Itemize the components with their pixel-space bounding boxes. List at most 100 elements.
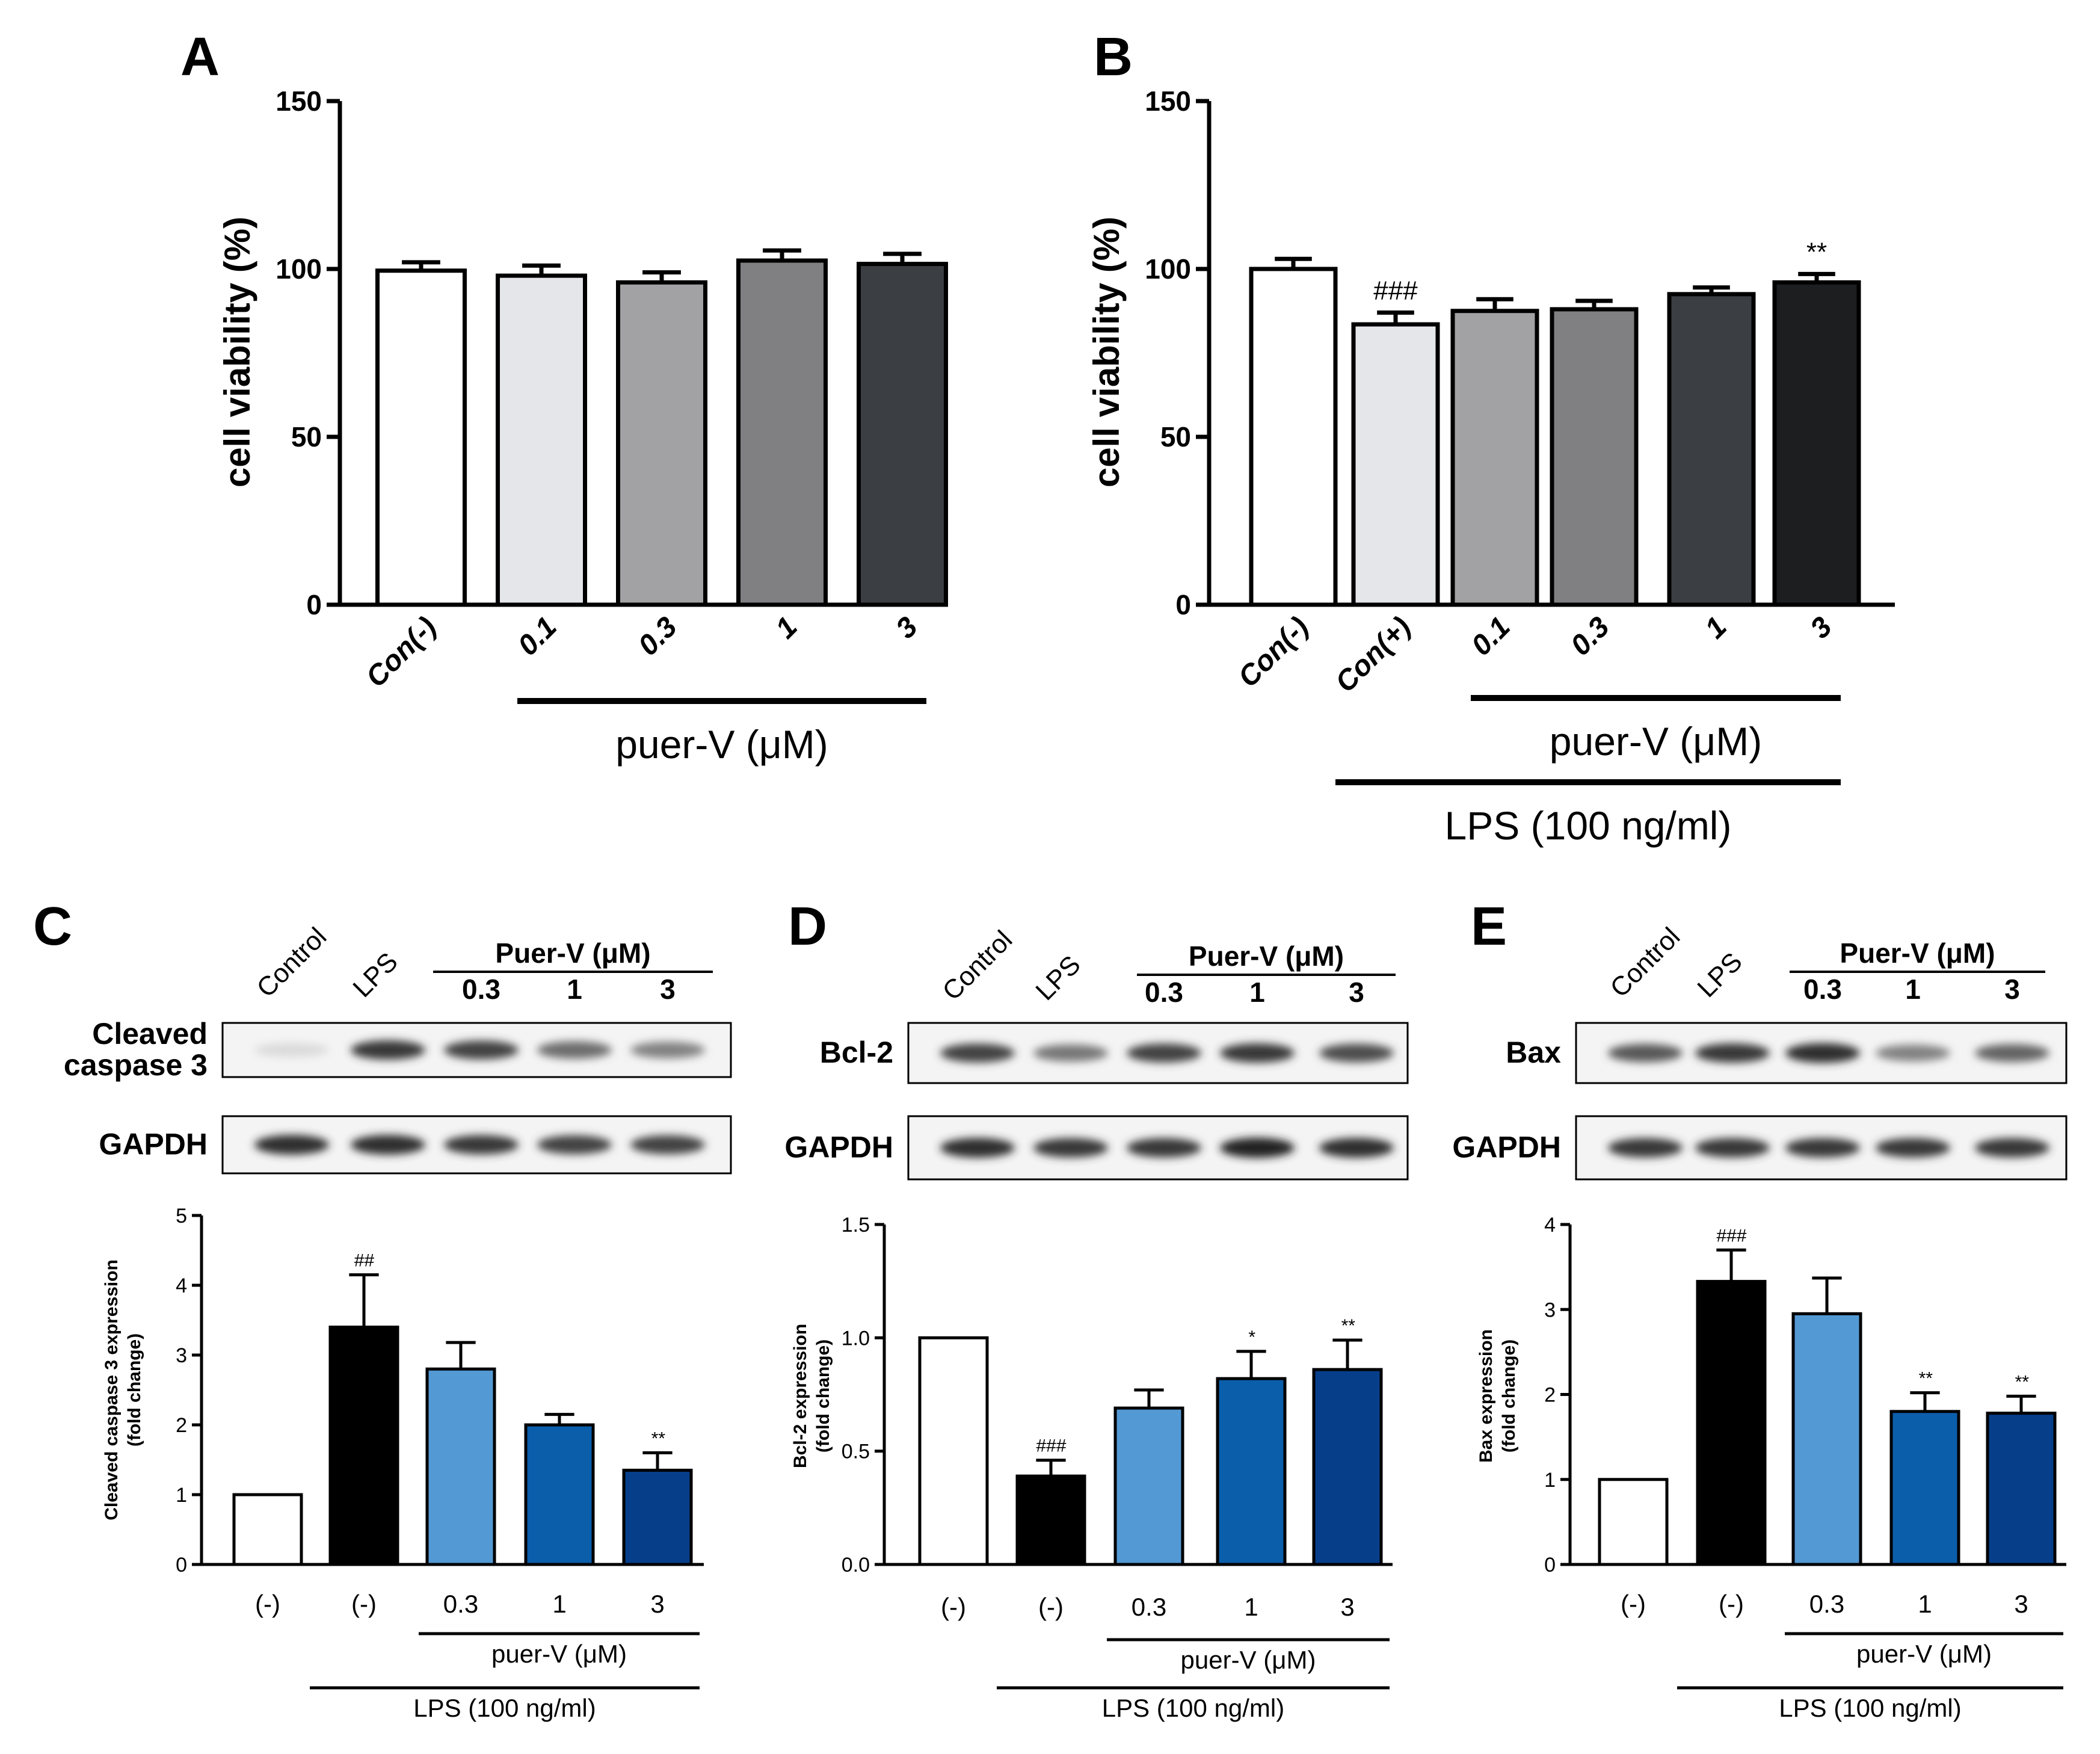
bar-C	[425, 1367, 496, 1566]
category-label-E: (-)	[1621, 1590, 1646, 1618]
y-axis-label-line: (fold change)	[125, 1333, 144, 1447]
y-axis-label-B: cell viability (%)	[1086, 217, 1127, 487]
category-label-B: 1	[1699, 611, 1732, 644]
category-label-D: 3	[1340, 1593, 1354, 1621]
blot-band	[1876, 1138, 1950, 1158]
western-lane-label: 1	[1249, 977, 1265, 1008]
bar-E	[1791, 1312, 1862, 1566]
group-label-E: puer-V (μM)	[1856, 1640, 1992, 1668]
western-lane-label: 1	[1905, 974, 1921, 1005]
y-tick-label-B: 150	[1145, 85, 1191, 117]
y-tick-label-D: 1.0	[842, 1327, 870, 1350]
y-axis-label-D: Bcl-2 expression (fold change)	[790, 1324, 833, 1468]
blot-band	[1220, 1043, 1295, 1063]
y-axis-label-line: (fold change)	[813, 1339, 833, 1453]
blot-band	[1608, 1043, 1683, 1063]
group-label-C: puer-V (μM)	[491, 1640, 627, 1668]
category-label-C: 0.3	[443, 1590, 478, 1618]
y-tick-label-D: 1.5	[842, 1214, 870, 1237]
category-label-E: 1	[1918, 1590, 1932, 1618]
blot-band	[940, 1043, 1015, 1063]
group-label-E: LPS (100 ng/ml)	[1779, 1694, 1961, 1722]
y-tick-label-B: 0	[1175, 589, 1191, 620]
y-tick-label-B: 100	[1145, 253, 1191, 285]
bar-B	[1249, 267, 1338, 607]
category-label-B: 3	[1804, 611, 1838, 645]
blot-row-label-line: caspase 3	[64, 1048, 208, 1082]
western-group-label: Puer-V (μM)	[1840, 937, 1995, 969]
category-label-B: Con(-)	[1232, 611, 1314, 693]
bar-D	[1015, 1474, 1086, 1566]
bar-E	[1986, 1412, 2057, 1566]
bar-D	[1312, 1368, 1383, 1566]
blot-band	[1695, 1043, 1770, 1063]
y-tick-label-A: 100	[276, 253, 322, 285]
y-tick-label-C: 1	[176, 1484, 187, 1507]
bar-C	[622, 1468, 693, 1566]
blot-row-label-line: GAPDH	[784, 1131, 893, 1164]
y-tick-label-C: 2	[176, 1414, 187, 1437]
category-label-B: Con(+)	[1329, 611, 1417, 699]
significance-label-E: **	[1918, 1369, 1933, 1389]
y-axis-label-line: (fold change)	[1499, 1339, 1519, 1453]
category-label-B: 0.1	[1465, 611, 1516, 662]
blot-band	[1319, 1043, 1394, 1063]
western-lane-label: Control	[251, 922, 332, 1003]
bar-A	[736, 258, 828, 607]
blot-band	[1127, 1043, 1201, 1063]
y-tick-label-D: 0.0	[842, 1554, 870, 1576]
blot-band	[1608, 1138, 1683, 1158]
western-lane-label: 0.3	[462, 974, 500, 1005]
y-axis-label-C: Cleaved caspase 3 expression (fold change…	[102, 1259, 144, 1521]
western-lane-label: LPS	[347, 947, 403, 1003]
category-label-E: 3	[2014, 1590, 2028, 1618]
y-tick-label-C: 0	[176, 1554, 187, 1576]
bar-D	[1216, 1377, 1287, 1566]
chart-E: E 0 1 2 3 4 Bax expression (fold change) (-) ### (…	[1471, 897, 2066, 1722]
y-tick-label-A: 0	[306, 589, 322, 620]
group-label-C: LPS (100 ng/ml)	[413, 1694, 596, 1722]
blot-row-label: GAPDH	[99, 1128, 208, 1161]
category-label-A: 0.1	[512, 611, 563, 662]
significance-label-E: ###	[1716, 1226, 1746, 1246]
category-label-C: 1	[552, 1590, 566, 1618]
blot-band	[254, 1135, 329, 1155]
y-axis-label-E: Bax expression (fold change)	[1476, 1329, 1519, 1463]
blot-band	[351, 1040, 425, 1060]
western-E: Puer-V (μM) Control LPS 0.3 1 3 Bax GAPDH	[1452, 922, 2068, 1181]
blot-row-label-line: GAPDH	[1452, 1131, 1561, 1164]
chart-D: D 0.0 0.5 1.0 1.5 Bcl-2 expression (fold chang…	[788, 897, 1393, 1722]
chart-A: A 0 50 100 150 cell viability (%) Con(-) 0.1 0.3…	[180, 27, 948, 767]
category-label-D: (-)	[941, 1593, 966, 1621]
bar-B	[1772, 280, 1861, 607]
blot-band	[1975, 1044, 2049, 1062]
panel-letter-A: A	[180, 27, 220, 87]
bar-B	[1550, 307, 1639, 607]
panel-letter-D: D	[788, 897, 827, 957]
western-lane-label: LPS	[1692, 947, 1747, 1003]
blot-band	[444, 1135, 519, 1155]
y-tick-label-A: 150	[276, 85, 322, 117]
y-axis-label-line: Bax expression	[1476, 1329, 1496, 1463]
group-label-D: puer-V (μM)	[1181, 1646, 1316, 1674]
blot-band	[537, 1041, 612, 1059]
blot-row-label-line: Bax	[1506, 1036, 1561, 1069]
bar-A	[375, 268, 467, 607]
category-label-A: Con(-)	[360, 611, 442, 693]
y-tick-label-C: 5	[176, 1205, 187, 1227]
y-tick-label-A: 50	[291, 421, 322, 452]
bar-D	[918, 1336, 989, 1566]
bar-C	[328, 1326, 399, 1566]
group-label-D: LPS (100 ng/ml)	[1102, 1694, 1284, 1722]
significance-label-D: ###	[1036, 1436, 1066, 1456]
y-tick-label-E: 2	[1544, 1384, 1556, 1407]
bar-D	[1113, 1406, 1184, 1566]
western-C: Puer-V (μM) Control LPS 0.3 1 3 Cleaved caspase…	[64, 922, 732, 1175]
bar-A	[857, 262, 948, 607]
group-label-B: LPS (100 ng/ml)	[1445, 803, 1732, 848]
blot-band	[630, 1135, 705, 1155]
panel-letter-B: B	[1094, 27, 1133, 87]
y-tick-label-C: 3	[176, 1344, 187, 1367]
y-axis-label-line: Cleaved caspase 3 expression	[102, 1259, 122, 1521]
blot-band	[1695, 1138, 1770, 1158]
